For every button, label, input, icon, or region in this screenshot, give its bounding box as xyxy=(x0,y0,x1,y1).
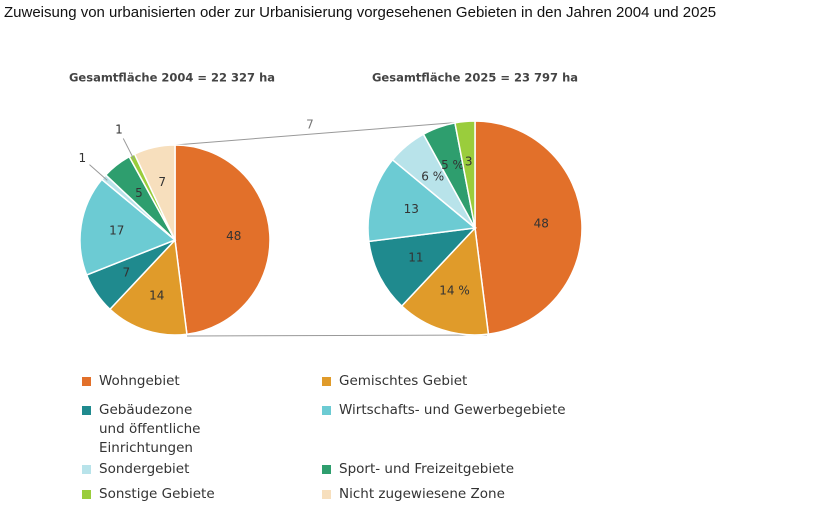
legend-swatch xyxy=(82,490,91,499)
pie-slice xyxy=(400,226,490,336)
legend-item: Gemischtes Gebiet xyxy=(322,372,467,391)
legend-label: Gebäudezone und öffentliche Einrichtunge… xyxy=(99,402,201,456)
legend-label: Sondergebiet xyxy=(99,461,190,477)
legend-label: Gemischtes Gebiet xyxy=(339,373,468,389)
pie-slice xyxy=(454,120,476,229)
data-label: 1 xyxy=(79,151,87,165)
legend-swatch xyxy=(82,377,91,386)
data-label: 7 xyxy=(122,266,130,280)
legend-swatch xyxy=(322,490,331,499)
legend-item: Gebäudezone und öffentliche Einrichtunge… xyxy=(82,401,217,458)
pie-title: Gesamtfläche 2025 = 23 797 ha xyxy=(372,71,578,85)
legend-item: Wohngebiet xyxy=(82,372,217,391)
connector xyxy=(174,120,476,146)
data-label: 48 xyxy=(534,216,549,230)
data-label: 5 % xyxy=(441,158,464,172)
data-label: 14 xyxy=(149,289,164,303)
pie-slice xyxy=(367,158,477,243)
legend-swatch xyxy=(82,465,91,474)
pie-slice xyxy=(108,238,188,336)
data-label: 6 % xyxy=(421,169,444,183)
pie-slice xyxy=(368,226,477,308)
pie-slice xyxy=(133,144,176,241)
title: Zuweisung von urbanisierten oder zur Urb… xyxy=(4,4,717,21)
legend-label: Sonstige Gebiete xyxy=(99,486,215,502)
legend-label: Wirtschafts- und Gewerbegebiete xyxy=(339,402,566,418)
data-label: 7 xyxy=(158,175,166,189)
legend-swatch xyxy=(82,406,91,415)
chart: 7 Gesamtfläche 2004 = 22 327 ha Gesamtfl… xyxy=(69,71,583,337)
data-label: 5 xyxy=(135,186,143,200)
data-label: 3 xyxy=(465,154,473,168)
data-label: 1 xyxy=(115,122,123,136)
pie-slice xyxy=(174,144,271,336)
connector xyxy=(186,334,488,337)
pie-title: Gesamtfläche 2004 = 22 327 ha xyxy=(69,71,275,85)
annotation: 7 xyxy=(306,118,314,132)
legend-label: Nicht zugewiesene Zone xyxy=(339,486,505,502)
legend-label: Sport- und Freizeitgebiete xyxy=(339,461,515,477)
legend-swatch xyxy=(322,377,331,386)
leader-line xyxy=(122,138,135,160)
pie-slice xyxy=(79,178,177,276)
data-label: 13 xyxy=(404,202,419,216)
legend-swatch xyxy=(322,465,331,474)
legend-item: Sonstige Gebiete xyxy=(82,485,217,504)
legend-item: Wirtschafts- und Gewerbegebiete xyxy=(322,401,566,420)
legend-label: Wohngebiet xyxy=(99,373,180,389)
legend-item: Nicht zugewiesene Zone xyxy=(322,485,505,504)
data-label: 11 xyxy=(408,251,423,265)
data-label: 14 % xyxy=(439,284,470,298)
data-label: 48 xyxy=(226,229,241,243)
legend-item: Sport- und Freizeitgebiete xyxy=(322,460,514,479)
leader-line xyxy=(89,164,108,181)
data-label: 17 xyxy=(109,223,124,237)
legend-swatch xyxy=(322,406,331,415)
legend-item: Sondergebiet xyxy=(82,460,217,479)
pie-slice xyxy=(474,120,583,335)
